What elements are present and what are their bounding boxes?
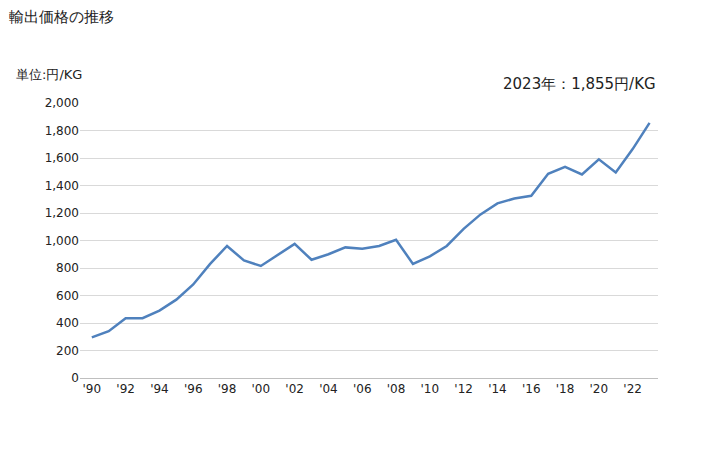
svg-text:'16: '16 [522,382,541,396]
svg-text:1,200: 1,200 [45,206,79,220]
svg-text:'90: '90 [83,382,102,396]
svg-text:2023年：1,855円/KG: 2023年：1,855円/KG [503,75,656,93]
svg-text:'04: '04 [319,382,338,396]
svg-text:'18: '18 [556,382,575,396]
svg-text:600: 600 [56,289,79,303]
svg-text:単位:円/KG: 単位:円/KG [16,67,82,82]
svg-text:200: 200 [56,344,79,358]
svg-text:'08: '08 [387,382,406,396]
svg-text:800: 800 [56,261,79,275]
svg-text:1,000: 1,000 [45,234,79,248]
svg-text:'06: '06 [353,382,372,396]
svg-text:'22: '22 [623,382,642,396]
svg-text:'96: '96 [184,382,203,396]
svg-text:'12: '12 [454,382,473,396]
svg-text:400: 400 [56,316,79,330]
svg-text:'92: '92 [116,382,135,396]
svg-text:2,000: 2,000 [45,96,79,110]
svg-text:1,600: 1,600 [45,151,79,165]
svg-text:0: 0 [71,371,79,385]
svg-text:1,800: 1,800 [45,124,79,138]
svg-text:輸出価格の推移: 輸出価格の推移 [9,8,114,26]
svg-text:'10: '10 [421,382,440,396]
svg-text:'00: '00 [252,382,271,396]
svg-text:'98: '98 [218,382,237,396]
svg-text:'02: '02 [285,382,304,396]
svg-text:'14: '14 [488,382,507,396]
svg-text:1,400: 1,400 [45,179,79,193]
svg-text:'94: '94 [150,382,169,396]
svg-text:'20: '20 [590,382,609,396]
